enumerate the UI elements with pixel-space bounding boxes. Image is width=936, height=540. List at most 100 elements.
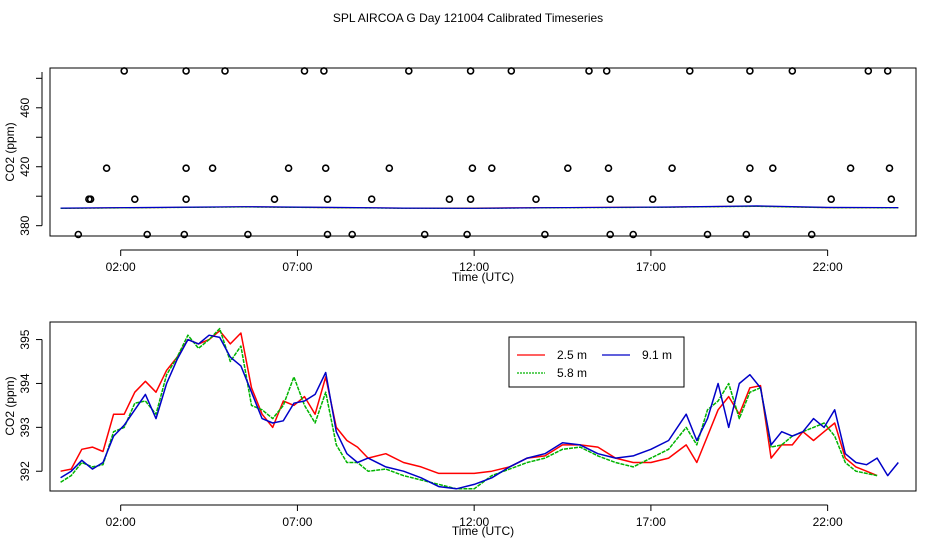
x-tick-label: 07:00 bbox=[282, 515, 312, 529]
data-point-marker bbox=[768, 164, 777, 172]
data-point-marker bbox=[321, 164, 330, 172]
data-point-marker bbox=[685, 67, 694, 75]
y-tick-label: 392 bbox=[18, 461, 32, 481]
x-tick-label: 22:00 bbox=[813, 260, 843, 274]
x-tick-label: 22:00 bbox=[813, 515, 843, 529]
data-point-marker bbox=[746, 67, 754, 75]
bottom-y-axis-title: CO2 (ppm) bbox=[3, 376, 17, 435]
data-point-marker bbox=[629, 230, 638, 239]
bottom-y-axis: 392 393 394 395 bbox=[18, 329, 43, 481]
data-point-marker bbox=[182, 195, 190, 203]
top-x-axis-title: Time (UTC) bbox=[452, 270, 514, 284]
data-point-marker bbox=[883, 67, 892, 75]
data-point-marker bbox=[420, 230, 429, 239]
data-point-marker bbox=[746, 164, 754, 172]
data-point-marker bbox=[208, 164, 217, 172]
x-tick-label: 12:00 bbox=[459, 515, 489, 529]
series-line-2-5-m bbox=[60, 330, 878, 477]
data-point-marker bbox=[270, 195, 279, 203]
data-point-marker bbox=[244, 230, 252, 239]
series-line-9-1-m bbox=[60, 334, 899, 490]
data-point-marker bbox=[182, 164, 190, 172]
bottom-panel: 02:00 07:00 12:00 17:00 22:00 392 393 394 395 T… bbox=[3, 321, 917, 538]
legend-label-2-5m: 2.5 m bbox=[557, 348, 587, 362]
x-tick-label: 17:00 bbox=[636, 515, 666, 529]
data-point-marker bbox=[487, 164, 496, 172]
data-point-marker bbox=[585, 67, 593, 75]
data-point-marker bbox=[602, 67, 611, 75]
legend-label-9-1m: 9.1 m bbox=[642, 348, 672, 362]
data-point-marker bbox=[807, 230, 816, 239]
top-x-axis: 02:00 07:00 12:00 17:00 22:00 bbox=[106, 249, 843, 274]
data-point-marker bbox=[85, 195, 93, 203]
data-point-marker bbox=[348, 230, 357, 239]
x-tick-label: 07:00 bbox=[282, 260, 312, 274]
data-point-marker bbox=[468, 164, 477, 172]
data-point-marker bbox=[404, 67, 413, 75]
data-point-marker bbox=[143, 230, 151, 239]
data-point-marker bbox=[541, 230, 549, 239]
data-point-marker bbox=[74, 230, 83, 239]
data-point-marker bbox=[846, 164, 855, 172]
data-point-marker bbox=[182, 67, 190, 75]
bottom-x-axis-title: Time (UTC) bbox=[452, 524, 514, 538]
top-panel: 02:00 07:00 12:00 17:00 22:00 380 420 460 Time… bbox=[3, 67, 917, 284]
y-tick-label: 393 bbox=[18, 417, 32, 437]
data-point-marker bbox=[507, 67, 516, 75]
data-point-marker bbox=[120, 67, 128, 75]
data-point-marker bbox=[885, 164, 894, 172]
data-point-marker bbox=[323, 195, 332, 203]
data-point-marker bbox=[102, 164, 111, 172]
x-tick-label: 02:00 bbox=[106, 515, 136, 529]
data-point-marker bbox=[463, 230, 471, 239]
legend-box bbox=[508, 336, 685, 388]
x-tick-label: 02:00 bbox=[106, 260, 136, 274]
data-point-marker bbox=[744, 195, 752, 203]
data-point-marker bbox=[726, 195, 735, 203]
series-line-5-8-m bbox=[60, 327, 878, 490]
data-point-marker bbox=[385, 164, 394, 172]
data-point-marker bbox=[703, 230, 712, 239]
data-point-marker bbox=[788, 67, 797, 75]
data-point-marker bbox=[320, 67, 328, 75]
data-point-marker bbox=[827, 195, 836, 203]
data-point-marker bbox=[466, 67, 475, 75]
data-point-marker bbox=[180, 230, 189, 239]
x-tick-label: 12:00 bbox=[459, 260, 489, 274]
data-point-marker bbox=[300, 67, 309, 75]
data-point-marker bbox=[131, 195, 139, 203]
data-point-marker bbox=[742, 230, 751, 239]
data-point-marker bbox=[606, 230, 615, 239]
bottom-series bbox=[60, 327, 899, 490]
data-point-marker bbox=[864, 67, 873, 75]
data-point-marker bbox=[466, 195, 475, 203]
top-y-axis: 380 420 460 bbox=[18, 72, 43, 236]
top-series bbox=[60, 205, 899, 209]
top-y-axis-title: CO2 (ppm) bbox=[3, 122, 17, 181]
y-tick-label: 395 bbox=[18, 329, 32, 349]
data-point-marker bbox=[648, 195, 657, 203]
data-point-marker bbox=[887, 195, 896, 203]
data-point-marker bbox=[668, 164, 676, 172]
legend-label-5-8m: 5.8 m bbox=[557, 366, 587, 380]
data-point-marker bbox=[367, 195, 376, 203]
y-tick-label: 420 bbox=[18, 156, 32, 176]
data-point-marker bbox=[606, 195, 615, 203]
legend: 2.5 m 5.8 m 9.1 m bbox=[508, 336, 685, 388]
y-tick-label: 394 bbox=[18, 373, 32, 393]
series-line-9-1-m bbox=[60, 205, 899, 209]
data-point-marker bbox=[563, 164, 572, 172]
top-plot-frame bbox=[49, 67, 917, 237]
top-markers bbox=[74, 67, 896, 239]
y-tick-label: 380 bbox=[18, 215, 32, 235]
data-point-marker bbox=[221, 67, 229, 75]
x-tick-label: 17:00 bbox=[636, 260, 666, 274]
y-tick-label: 460 bbox=[18, 97, 32, 117]
data-point-marker bbox=[604, 164, 613, 172]
bottom-plot-frame bbox=[49, 321, 917, 492]
data-point-marker bbox=[532, 195, 540, 203]
data-point-marker bbox=[323, 230, 332, 239]
data-point-marker bbox=[284, 164, 293, 172]
data-point-marker bbox=[445, 195, 454, 203]
